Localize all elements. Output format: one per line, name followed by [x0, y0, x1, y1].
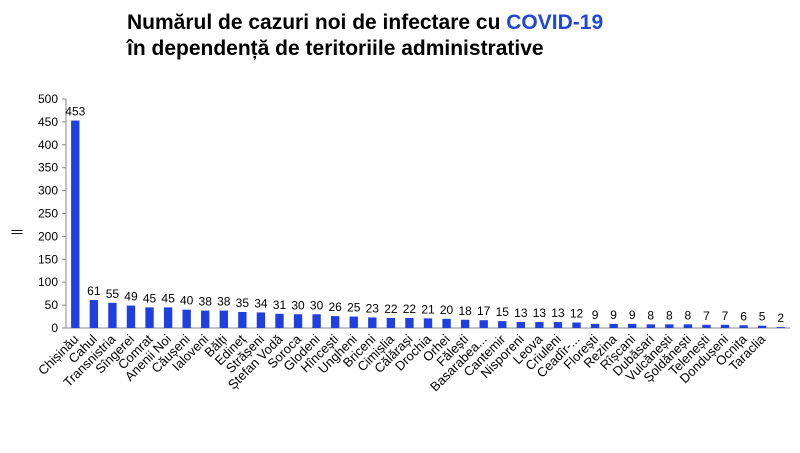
category-labels: ChișinăuCahulTransnistriaSîngereiComratA… [35, 331, 769, 394]
data-label: 49 [124, 290, 138, 304]
bar [108, 302, 117, 328]
bar [572, 322, 581, 328]
y-tick-label: 50 [45, 298, 59, 312]
data-label: 15 [496, 305, 510, 319]
bar [739, 325, 748, 328]
data-label: 23 [366, 301, 380, 315]
bar [720, 324, 730, 328]
y-tick-label: 350 [38, 161, 58, 175]
data-label: 9 [629, 308, 636, 322]
bar [646, 324, 655, 328]
bar [368, 317, 377, 328]
y-tick-label: 250 [38, 207, 58, 221]
bar [757, 325, 767, 328]
bar [331, 316, 340, 328]
y-tick-label: 450 [38, 115, 58, 129]
bar [776, 327, 785, 328]
bar [182, 309, 191, 328]
bar [516, 322, 525, 328]
chart-title: Numărul de cazuri noi de infectare cu CO… [127, 10, 603, 62]
data-label: 2 [777, 311, 784, 325]
chart-title-highlight: COVID-19 [506, 11, 604, 34]
data-label: 45 [143, 291, 157, 305]
data-label: 6 [740, 309, 747, 323]
bar [665, 324, 674, 328]
chart-subtitle: în dependență de teritoriile administrat… [127, 37, 544, 60]
data-label: 25 [347, 301, 361, 315]
y-tick-label: 300 [38, 184, 58, 198]
data-label: 38 [217, 295, 231, 309]
bar [423, 318, 433, 328]
data-label: 26 [328, 300, 342, 314]
data-label: 13 [514, 306, 528, 320]
data-label: 9 [592, 308, 599, 322]
data-label: 8 [666, 308, 673, 322]
data-label: 18 [458, 304, 472, 318]
data-label: 8 [685, 308, 692, 322]
bar [442, 318, 451, 328]
data-label: 30 [310, 298, 324, 312]
data-label: 20 [440, 303, 454, 317]
bar [256, 312, 266, 328]
bar [293, 314, 303, 328]
data-label: 12 [570, 307, 584, 321]
data-label: 22 [384, 302, 398, 316]
bar [201, 310, 210, 328]
y-tick-label: 0 [51, 321, 58, 335]
data-label: 61 [87, 284, 101, 298]
bar [683, 324, 693, 328]
data-label: 5 [759, 310, 766, 324]
data-label: 45 [161, 291, 175, 305]
y-tick-label: 500 [38, 92, 58, 106]
data-label: 8 [647, 308, 654, 322]
data-label: 7 [703, 309, 710, 323]
data-label: 13 [533, 306, 547, 320]
data-label: 17 [477, 304, 491, 318]
y-tick-label: 100 [38, 275, 58, 289]
chart-title-prefix: Numărul de cazuri noi de infectare cu [127, 11, 507, 34]
bar [609, 323, 618, 328]
data-label: 35 [236, 296, 250, 310]
bar [126, 305, 136, 328]
y-axis-label: || [9, 229, 23, 235]
data-label: 453 [65, 105, 85, 119]
bar [460, 319, 470, 328]
y-tick-label: 400 [38, 138, 58, 152]
bar [89, 300, 99, 328]
bar [498, 321, 507, 328]
bar [275, 313, 284, 328]
bar [702, 324, 711, 328]
data-label: 31 [273, 298, 287, 312]
bar [479, 320, 488, 328]
bars [71, 120, 785, 328]
bar [349, 316, 358, 328]
bar [163, 307, 173, 328]
bar [145, 307, 154, 328]
bar [590, 323, 600, 328]
bar [219, 310, 228, 328]
bar [553, 322, 563, 328]
data-label: 40 [180, 294, 194, 308]
data-label: 21 [421, 302, 435, 316]
bar [312, 314, 321, 328]
data-label: 30 [291, 298, 305, 312]
bar [238, 311, 247, 328]
bar [71, 120, 80, 328]
bar [405, 317, 414, 328]
bar [628, 323, 637, 328]
data-label: 34 [254, 296, 268, 310]
bar [535, 322, 544, 328]
y-tick-label: 150 [38, 252, 58, 266]
data-label: 55 [106, 287, 120, 301]
data-label: 38 [199, 295, 213, 309]
bar [386, 317, 396, 328]
data-label: 7 [722, 309, 729, 323]
data-label: 13 [551, 306, 565, 320]
data-label: 9 [610, 308, 617, 322]
data-label: 22 [403, 302, 417, 316]
y-tick-label: 200 [38, 229, 58, 243]
